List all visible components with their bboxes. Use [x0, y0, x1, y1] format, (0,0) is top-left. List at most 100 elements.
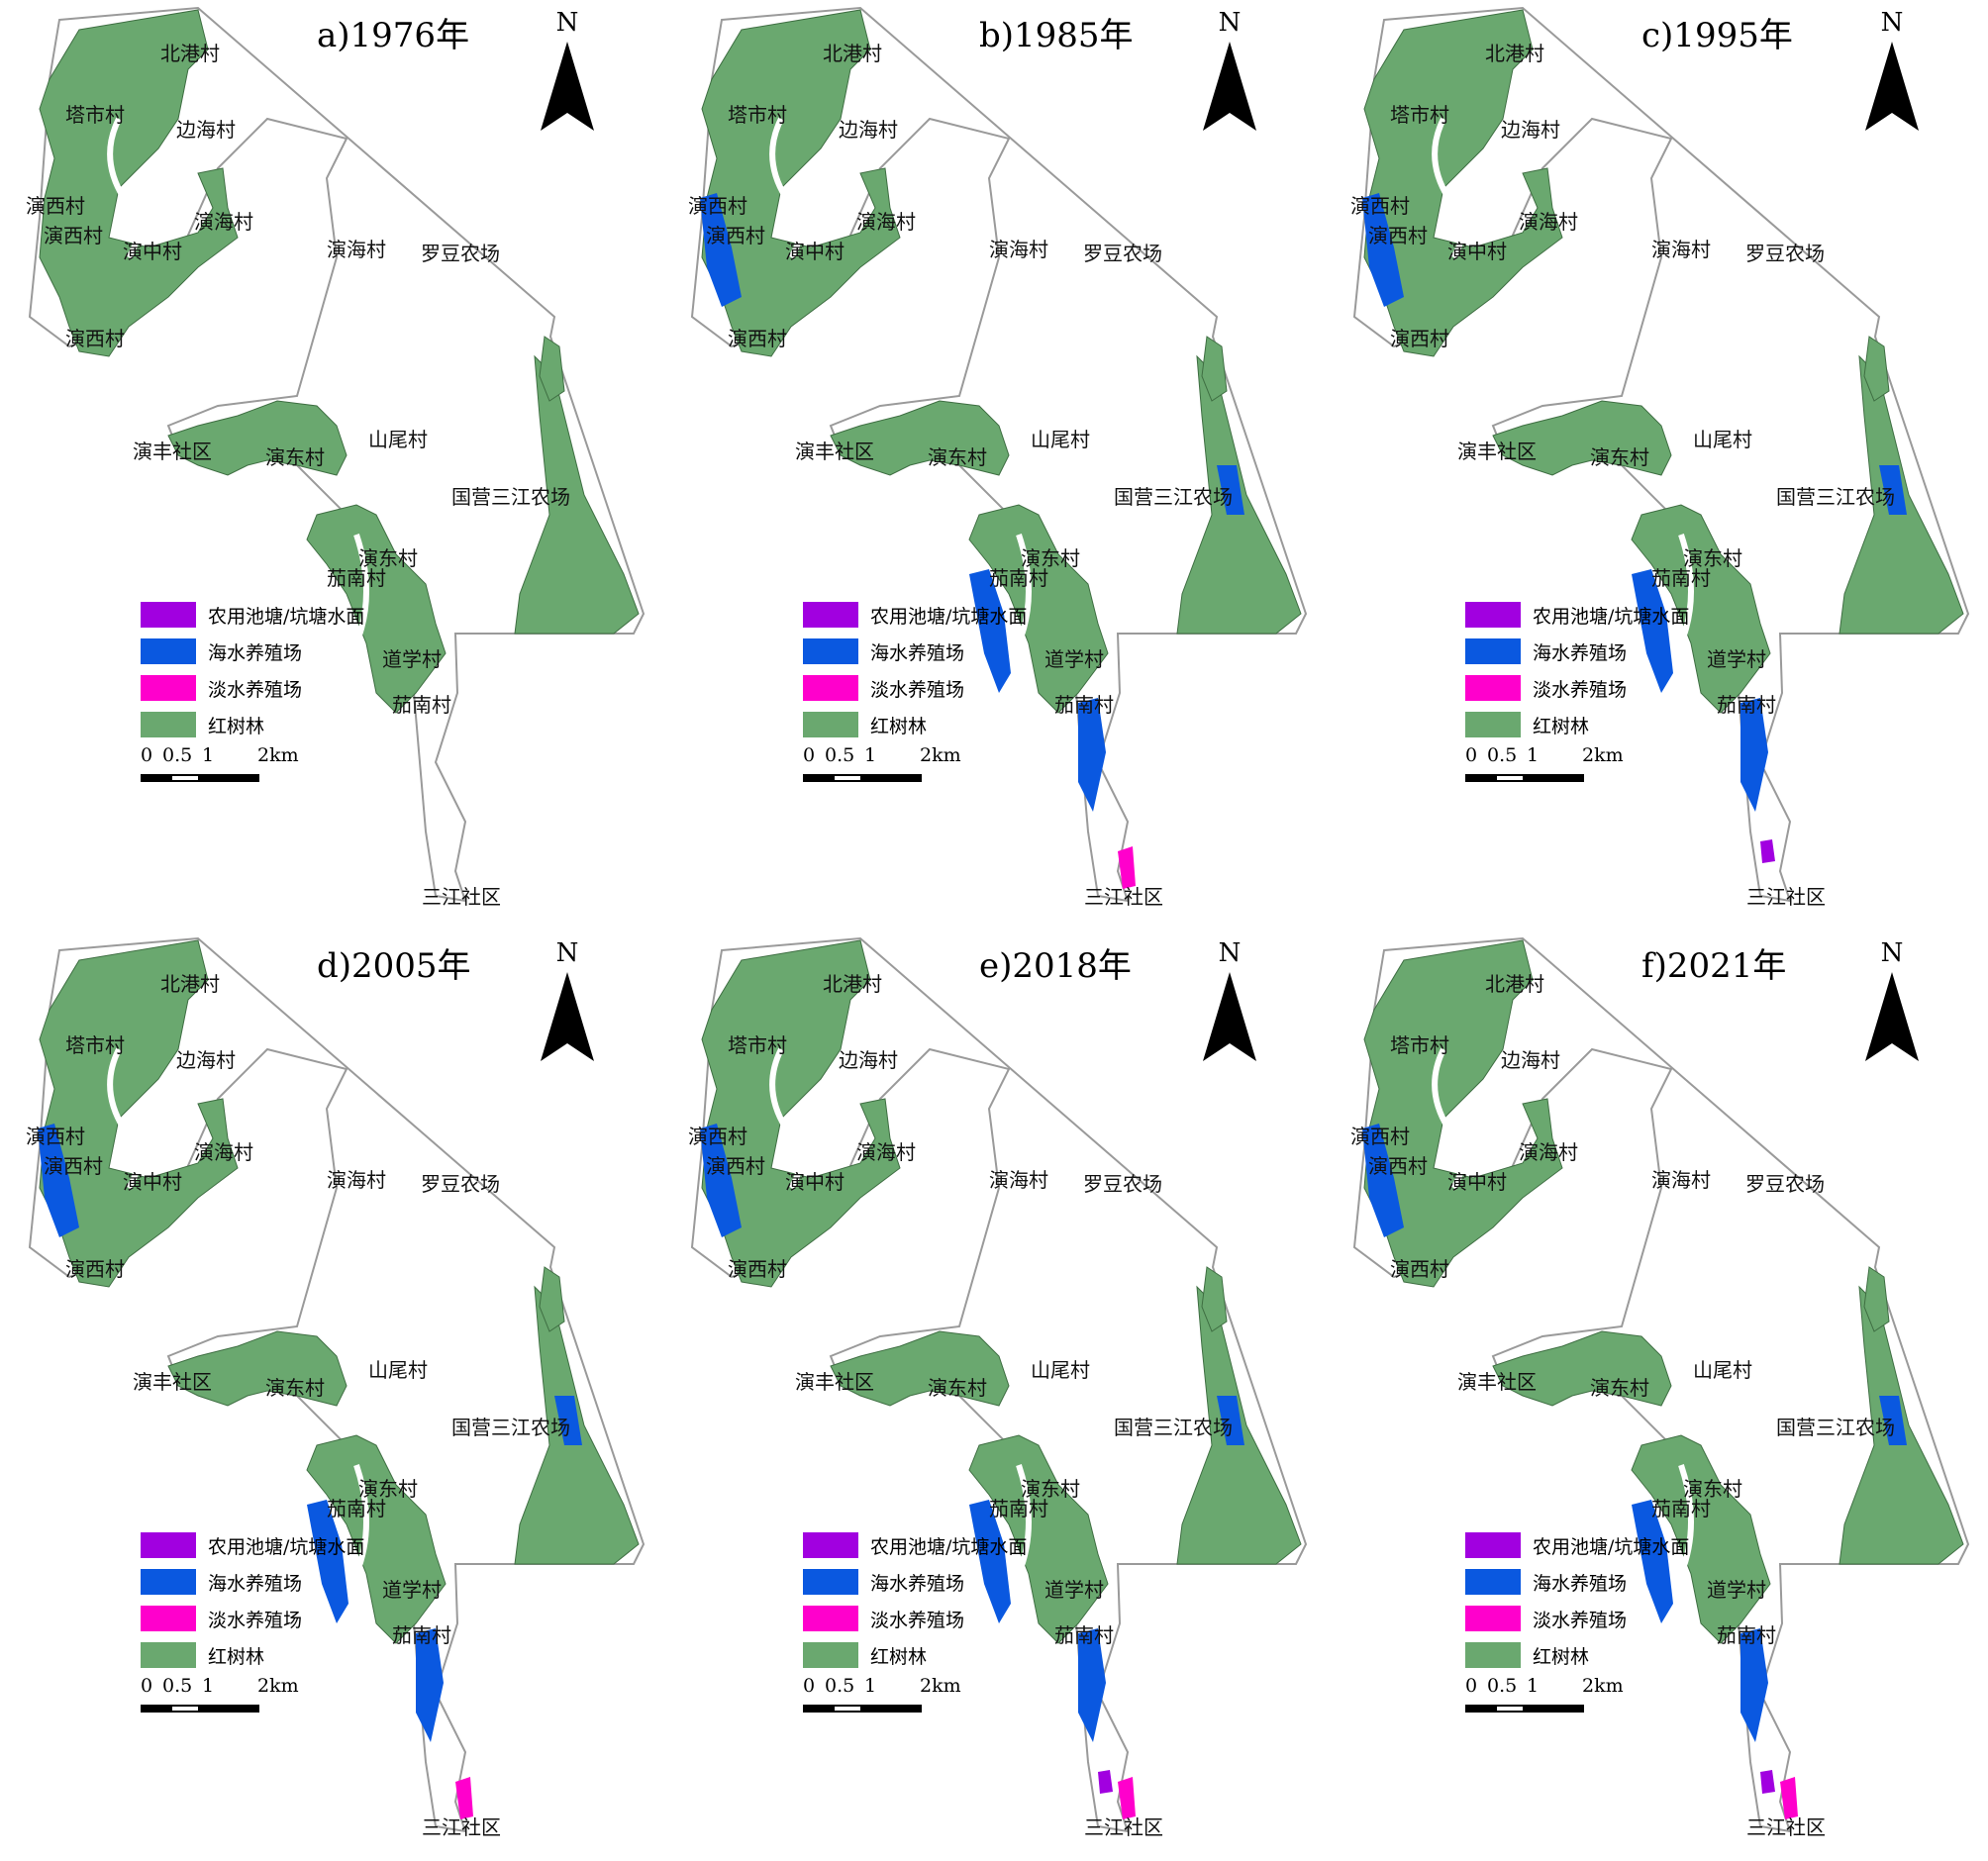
place-label: 边海村 — [1501, 118, 1560, 142]
place-label: 演西村 — [728, 327, 787, 350]
place-label: 演海村 — [1651, 238, 1711, 261]
map-panel-c: c)1995年 N 北港村 塔市村 边海村 演西村 演海村 演西村 演中村 演海村 罗豆农场 演西村演… — [1325, 0, 1987, 930]
place-label: 边海村 — [839, 118, 898, 142]
mangrove-region — [39, 939, 239, 1288]
mangrove-region — [701, 9, 901, 357]
place-label: 塔市村 — [728, 1033, 787, 1057]
legend-swatch — [803, 638, 858, 664]
map-svg — [690, 936, 1308, 1833]
legend-label: 淡水养殖场 — [208, 1610, 303, 1631]
legend-swatch — [803, 602, 858, 628]
place-label: 茄南村 — [327, 1497, 386, 1520]
scale-tick: 1 — [864, 744, 877, 766]
map-svg — [1352, 936, 1970, 1833]
place-label: 罗豆农场 — [421, 1172, 500, 1196]
place-label: 演海村 — [856, 1140, 916, 1164]
legend-swatch — [1465, 1569, 1521, 1595]
scale-tick: 1 — [864, 1675, 877, 1697]
place-label: 演西村 — [1368, 224, 1428, 247]
place-label: 演海村 — [989, 1168, 1048, 1192]
legend-label: 淡水养殖场 — [870, 679, 965, 701]
mangrove-region — [830, 1330, 1010, 1407]
place-label: 演海村 — [194, 1140, 253, 1164]
place-label: 演海村 — [327, 1168, 386, 1192]
place-label: 演西村 — [728, 1257, 787, 1281]
place-label: 塔市村 — [65, 1033, 125, 1057]
farm-pond-patch — [1098, 1770, 1113, 1794]
place-label: 道学村 — [1707, 1578, 1766, 1602]
scale-tick: 0.5 — [162, 1675, 193, 1697]
place-label: 三江社区 — [1084, 1815, 1163, 1839]
sea-aquaculture-patch — [1362, 193, 1404, 307]
fresh-aquaculture-patch — [1118, 846, 1136, 889]
scale-tick: 0.5 — [1487, 1675, 1518, 1697]
farm-pond-patch — [1760, 839, 1775, 863]
legend-swatch — [803, 1532, 858, 1558]
place-label: 演海村 — [989, 238, 1048, 261]
legend-swatch — [141, 638, 196, 664]
panel-title: c)1995年 — [1641, 16, 1793, 55]
place-label: 北港村 — [1485, 42, 1544, 65]
legend-label: 红树林 — [870, 1646, 928, 1668]
scale-segment — [833, 774, 862, 782]
sea-aquaculture-patch — [1740, 698, 1768, 812]
scale-segment — [803, 1705, 833, 1713]
sea-aquaculture-patch — [1078, 698, 1106, 812]
legend-label: 海水养殖场 — [1533, 1573, 1628, 1595]
mangrove-region — [306, 1434, 447, 1644]
sea-aquaculture-patch — [554, 1396, 582, 1445]
place-label: 国营三江农场 — [451, 1416, 570, 1439]
legend-label: 淡水养殖场 — [870, 1610, 965, 1631]
legend-label: 红树林 — [870, 716, 928, 737]
place-label: 三江社区 — [1084, 885, 1163, 909]
legend-swatch — [803, 675, 858, 701]
scale-segment — [1465, 774, 1495, 782]
place-label: 茄南村 — [989, 566, 1048, 590]
legend-label: 红树林 — [1533, 716, 1590, 737]
place-label: 茄南村 — [1651, 1497, 1711, 1520]
sea-aquaculture-patch — [1879, 1396, 1907, 1445]
legend-swatch — [141, 602, 196, 628]
farm-pond-patch — [1760, 1770, 1775, 1794]
legend-swatch — [141, 1532, 196, 1558]
scale-segment — [1465, 1705, 1495, 1713]
north-label: N — [1880, 938, 1904, 968]
sea-aquaculture-patch — [1362, 1124, 1404, 1237]
legend-label: 农用池塘/坑塘水面 — [1533, 1536, 1690, 1558]
map-panel-e: e)2018年 N 北港村 塔市村 边海村 演西村 演海村 演西村 演中村 演海村 罗豆农场 演西村演… — [662, 930, 1325, 1861]
legend-label: 农用池塘/坑塘水面 — [208, 606, 365, 628]
mangrove-region — [1492, 1330, 1672, 1407]
place-label: 北港村 — [823, 972, 882, 996]
place-label: 演丰社区 — [795, 440, 874, 463]
scale-segment — [200, 774, 259, 782]
mangrove-region — [514, 354, 640, 635]
place-label: 演西村 — [688, 194, 747, 218]
legend-label: 淡水养殖场 — [208, 679, 303, 701]
place-label: 三江社区 — [422, 1815, 501, 1839]
place-label: 演东村 — [265, 1376, 325, 1400]
north-arrow: N — [533, 938, 602, 1067]
mangrove-region — [830, 400, 1010, 476]
map-svg — [1352, 6, 1970, 903]
scale-tick: 2km — [257, 744, 299, 766]
place-label: 演东村 — [928, 445, 987, 469]
place-label: 边海村 — [176, 118, 236, 142]
legend-swatch — [803, 1569, 858, 1595]
mangrove-region — [968, 504, 1109, 714]
place-label: 演西村 — [1350, 1125, 1410, 1148]
scale-tick: 2km — [920, 744, 961, 766]
panel-title: d)2005年 — [317, 946, 471, 986]
place-label: 演海村 — [1651, 1168, 1711, 1192]
legend-label: 农用池塘/坑塘水面 — [870, 1536, 1028, 1558]
panel-title: f)2021年 — [1641, 946, 1787, 986]
place-label: 演西村 — [26, 1125, 85, 1148]
place-label: 演海村 — [1519, 1140, 1578, 1164]
scale-tick: 0 — [803, 1675, 816, 1697]
legend-label: 淡水养殖场 — [1533, 1610, 1628, 1631]
place-label: 边海村 — [839, 1048, 898, 1072]
scale-tick: 2km — [1582, 1675, 1624, 1697]
place-label: 演中村 — [1447, 1170, 1507, 1194]
water-channel — [1432, 117, 1694, 645]
place-label: 茄南村 — [392, 693, 451, 717]
